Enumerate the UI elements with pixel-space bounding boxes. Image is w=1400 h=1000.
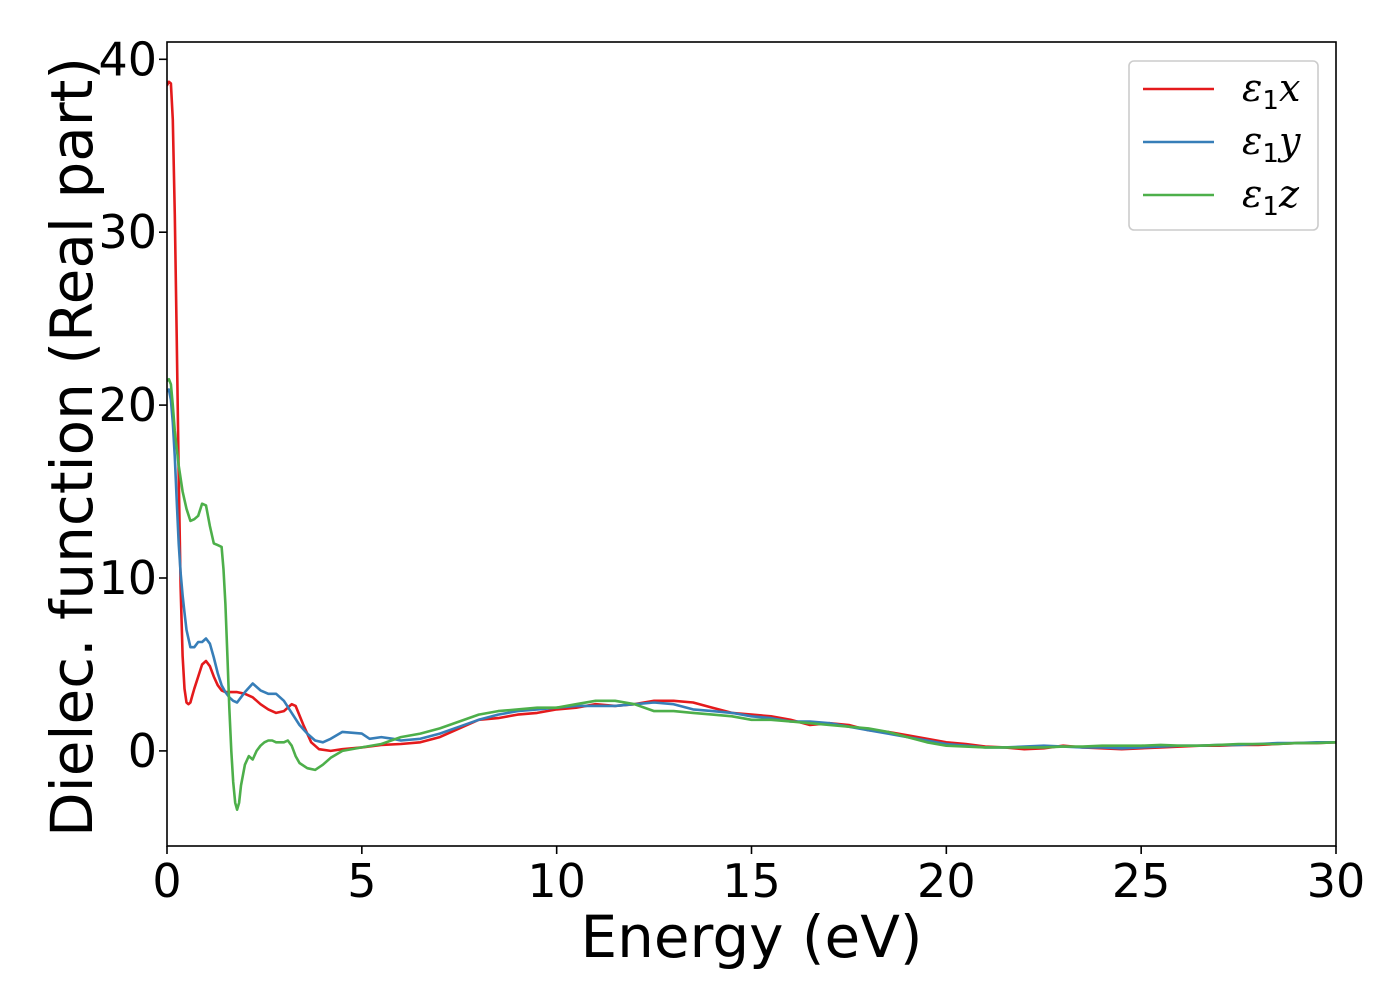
legend-label-y: ε1y — [1242, 119, 1301, 169]
series-line-z — [167, 377, 1336, 811]
x-tick-label: 30 — [1307, 854, 1366, 908]
x-tick-label: 20 — [917, 854, 976, 908]
x-tick-label: 0 — [152, 854, 181, 908]
ticks-layer: 0 5 10 15 20 25 30 0 10 20 30 40 — [98, 32, 1365, 908]
y-tick-label: 0 — [128, 724, 157, 778]
x-tick-label: 10 — [527, 854, 586, 908]
x-tick-label: 5 — [347, 854, 376, 908]
series-line-y — [167, 388, 1336, 750]
series-layer — [167, 80, 1336, 811]
legend-label-x: ε1x — [1242, 66, 1300, 116]
x-axis-label: Energy (eV) — [580, 903, 922, 971]
y-tick-label: 30 — [98, 205, 157, 259]
legend-label-z: ε1z — [1242, 172, 1300, 222]
y-tick-label: 40 — [98, 32, 157, 86]
y-tick-label: 20 — [98, 378, 157, 432]
x-tick-label: 15 — [722, 854, 781, 908]
x-tick-label: 25 — [1112, 854, 1171, 908]
y-tick-label: 10 — [98, 551, 157, 605]
legend-box — [1128, 60, 1319, 231]
y-axis-label: Dielec. function (Real part) — [38, 57, 106, 837]
